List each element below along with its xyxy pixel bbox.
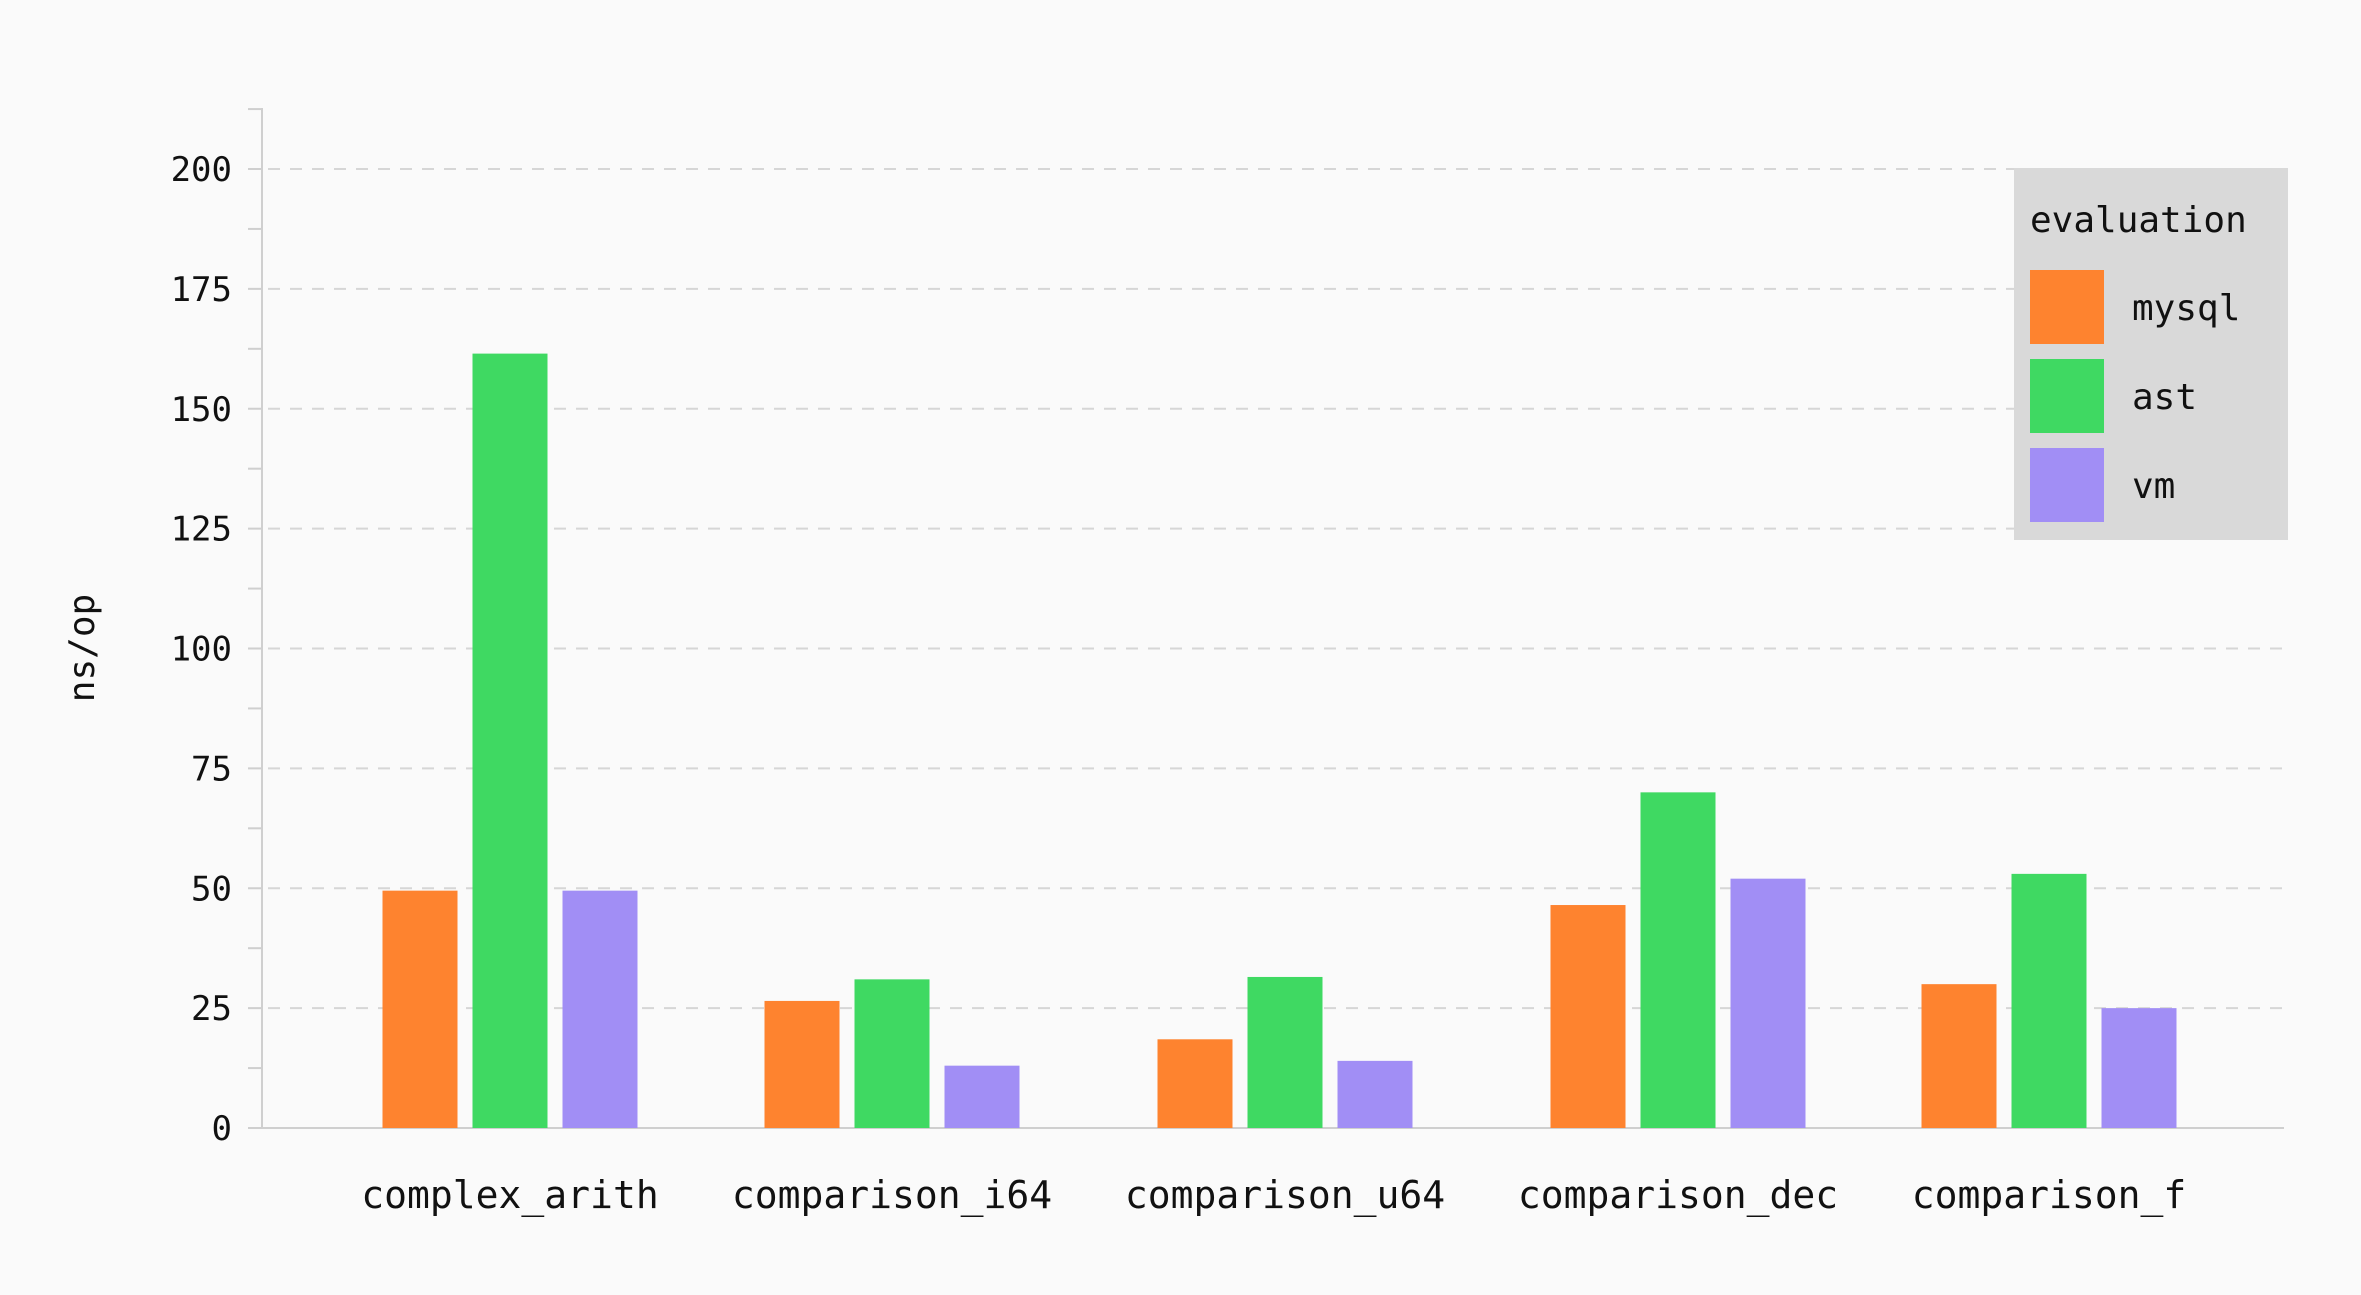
bar-mysql-comparison_i64 [764, 1000, 840, 1128]
y-axis-label: ns/op [62, 594, 103, 702]
y-tick-label: 200 [171, 150, 232, 190]
bar-vm-comparison_f [2101, 1008, 2177, 1128]
legend-label-vm: vm [2132, 466, 2175, 507]
x-tick-label: complex_arith [361, 1173, 658, 1218]
bar-mysql-complex_arith [382, 890, 458, 1128]
legend-label-ast: ast [2132, 377, 2197, 418]
y-tick-label: 175 [171, 270, 232, 310]
legend-label-mysql: mysql [2132, 288, 2240, 329]
y-tick-label: 0 [212, 1109, 232, 1149]
y-tick-label: 75 [191, 749, 232, 789]
y-tick-label: 125 [171, 510, 232, 550]
bar-ast-comparison_f [2011, 873, 2087, 1128]
y-tick-label: 50 [191, 869, 232, 909]
x-tick-label: comparison_f [1912, 1173, 2187, 1218]
bar-vm-comparison_dec [1730, 878, 1806, 1128]
bar-mysql-comparison_dec [1550, 905, 1626, 1128]
legend-swatch-mysql [2030, 270, 2104, 344]
bars [382, 353, 2177, 1128]
x-tick-label: comparison_dec [1518, 1173, 1838, 1218]
legend-title: evaluation [2030, 200, 2247, 241]
x-tick-label: comparison_i64 [732, 1173, 1052, 1218]
x-tick-label: comparison_u64 [1125, 1173, 1445, 1218]
y-tick-label: 150 [171, 390, 232, 430]
bar-mysql-comparison_f [1921, 984, 1997, 1128]
legend-swatch-ast [2030, 359, 2104, 433]
bar-ast-comparison_i64 [854, 979, 930, 1128]
bar-ast-comparison_dec [1640, 792, 1716, 1128]
bar-vm-complex_arith [562, 890, 638, 1128]
category-labels: complex_arith comparison_i64 comparison_u6… [361, 1173, 2186, 1218]
bar-vm-comparison_i64 [944, 1065, 1020, 1128]
legend-swatch-vm [2030, 448, 2104, 522]
y-tick-label: 100 [171, 630, 232, 670]
y-tick-label: 25 [191, 989, 232, 1029]
bar-ast-complex_arith [472, 353, 548, 1128]
bar-ast-comparison_u64 [1247, 976, 1323, 1128]
bar-vm-comparison_u64 [1337, 1060, 1413, 1128]
bar-mysql-comparison_u64 [1157, 1039, 1233, 1128]
legend: evaluation mysql ast vm [2014, 168, 2288, 540]
